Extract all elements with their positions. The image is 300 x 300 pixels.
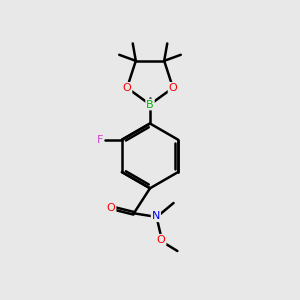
Text: O: O [157, 235, 166, 245]
Text: O: O [169, 83, 177, 93]
Text: B: B [146, 100, 154, 110]
Text: O: O [107, 203, 116, 213]
Text: N: N [152, 211, 160, 221]
Text: O: O [123, 83, 131, 93]
Text: F: F [97, 135, 103, 145]
